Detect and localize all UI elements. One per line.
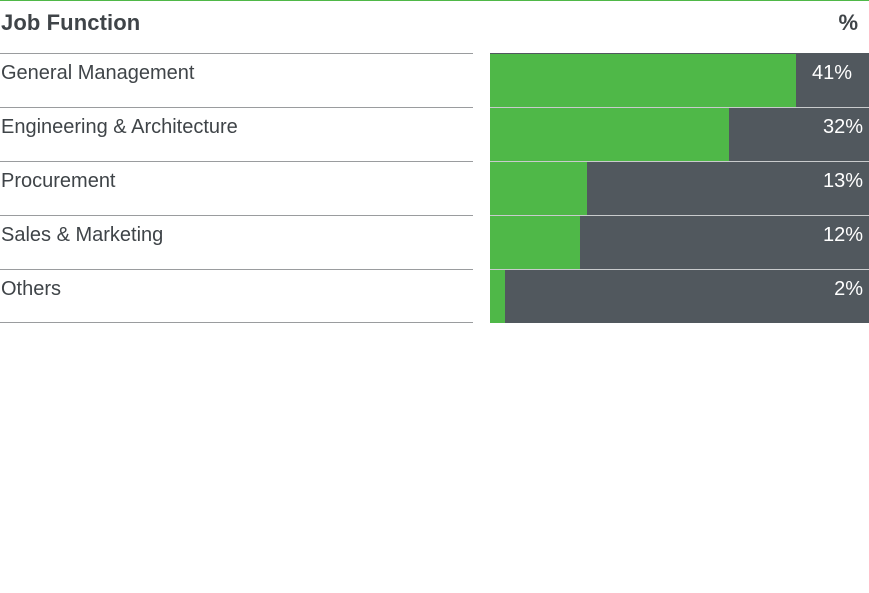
bar-value-label: 13%	[822, 170, 863, 192]
bar-fill	[490, 216, 580, 269]
bar-row: Sales & Marketing 12%	[0, 215, 869, 269]
category-label: General Management	[1, 62, 195, 84]
bar-track: 12%	[490, 215, 869, 269]
value-column-header: %	[838, 10, 858, 35]
bar-separator	[490, 107, 869, 108]
bar-row: Others 2%	[0, 269, 869, 323]
category-label: Others	[1, 278, 62, 300]
row-divider	[0, 215, 473, 216]
bar-track: 32%	[490, 107, 869, 161]
row-divider	[0, 161, 473, 162]
bar-chart: General Management 41% Engineering & Archi…	[0, 53, 869, 323]
category-label: Sales & Marketing	[1, 224, 164, 246]
bar-track: 41%	[490, 53, 869, 107]
bar-value-label: 2%	[834, 278, 863, 300]
bar-value-label: 12%	[822, 224, 863, 246]
category-label: Engineering & Architecture	[1, 116, 238, 138]
bar-separator	[490, 215, 869, 216]
top-accent-rule	[0, 0, 869, 1]
bar-track: 13%	[490, 161, 869, 215]
bar-fill	[490, 54, 796, 107]
bar-row: Engineering & Architecture 32%	[0, 107, 869, 161]
row-divider	[0, 107, 473, 108]
chart-title: Job Function	[1, 10, 141, 35]
bar-fill	[490, 108, 729, 161]
bar-fill	[490, 270, 505, 323]
bar-row: Procurement 13%	[0, 161, 869, 215]
category-label: Procurement	[1, 170, 116, 192]
bar-track: 2%	[490, 269, 869, 323]
bar-row: General Management 41%	[0, 53, 869, 107]
bar-separator	[490, 161, 869, 162]
bar-separator	[490, 269, 869, 270]
row-divider	[0, 53, 473, 54]
row-divider	[0, 269, 473, 270]
bar-value-label: 32%	[822, 116, 863, 138]
bar-value-label: 41%	[811, 62, 852, 84]
row-divider-bottom	[0, 322, 473, 323]
bar-fill	[490, 162, 587, 215]
